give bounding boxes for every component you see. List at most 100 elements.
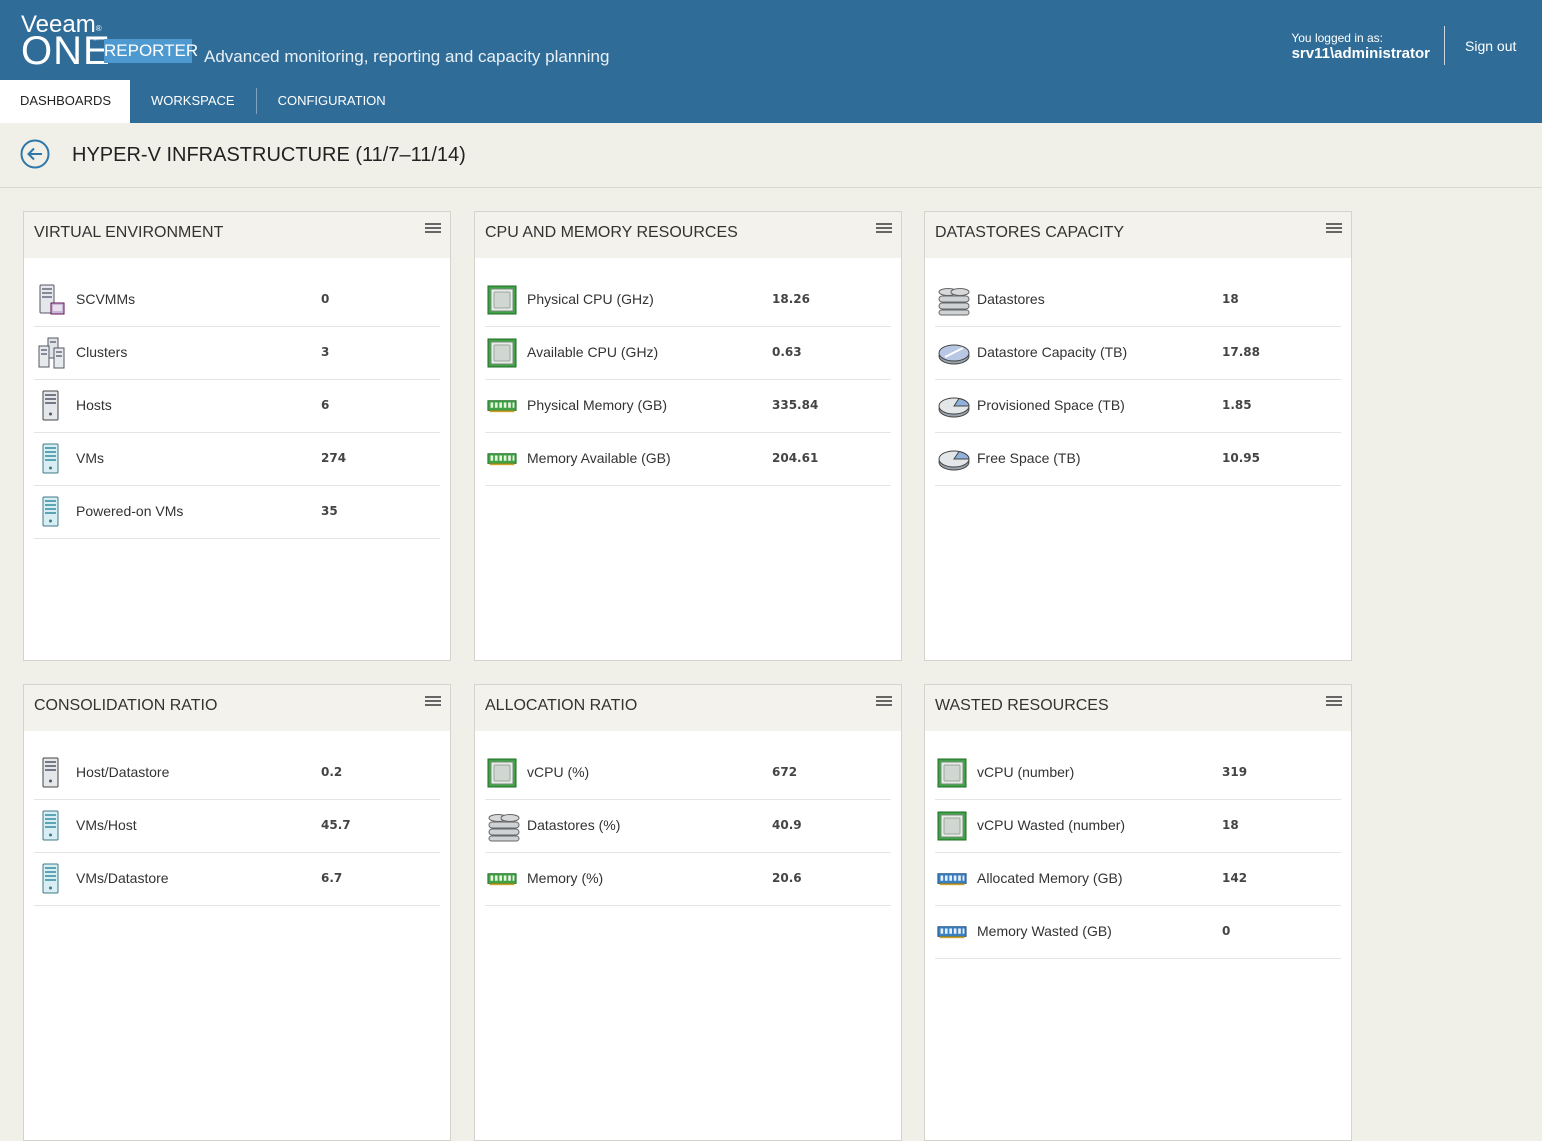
metric-row: Host/Datastore 0.2 [34,747,440,800]
metric-row: Physical CPU (GHz) 18.26 [485,274,891,327]
widget-title: VIRTUAL ENVIRONMENT [34,224,224,241]
widget-body: vCPU (%) 672 Datastores (%) 40.9 Memory (%) 2… [475,731,901,906]
datastores-capacity-widget: DATASTORES CAPACITY Datastores 18 Datastore… [924,211,1352,661]
widget-body: Host/Datastore 0.2 VMs/Host 45.7 VMs/Datasto… [24,731,450,906]
metric-value: 6.7 [321,871,343,885]
sign-out-link[interactable]: Sign out [1465,38,1517,54]
memory-blue-icon [937,916,967,948]
metric-row: Datastores 18 [935,274,1341,327]
widget-body: SCVMMs 0 Clusters 3 Hosts 6 VMs 274 Powered-on V… [24,258,450,539]
metric-label: Memory (%) [527,870,604,886]
cpu-icon [937,810,967,842]
metric-value: 6 [321,398,330,412]
hamburger-menu-icon[interactable] [876,221,892,237]
metric-label: Hosts [76,397,112,413]
hamburger-menu-icon[interactable] [1326,221,1342,237]
scvmm-icon [36,284,66,316]
metric-row: Hosts 6 [34,380,440,433]
tab-dashboards[interactable]: DASHBOARDS [0,80,131,123]
memory-icon [487,390,517,422]
metric-row: Provisioned Space (TB) 1.85 [935,380,1341,433]
hamburger-menu-icon[interactable] [425,694,441,710]
metric-row: Memory Available (GB) 204.61 [485,433,891,486]
metric-value: 10.95 [1222,451,1260,465]
widget-header: DATASTORES CAPACITY [925,212,1351,258]
metric-row: Memory Wasted (GB) 0 [935,906,1341,959]
disk-pie-icon [937,390,970,422]
metric-value: 0 [321,292,330,306]
cpu-icon [487,337,517,369]
metric-label: VMs/Host [76,817,137,833]
metric-value: 18.26 [772,292,810,306]
tab-workspace[interactable]: WORKSPACE [151,93,235,108]
wasted-resources-widget: WASTED RESOURCES vCPU (number) 319 vCPU Was… [924,684,1352,1141]
brand-veeam: Veeam® [21,11,102,38]
datastore-icon [487,810,520,842]
widget-header: CPU AND MEMORY RESOURCES [475,212,901,258]
metric-row: Physical Memory (GB) 335.84 [485,380,891,433]
metric-label: vCPU Wasted (number) [977,817,1126,833]
hamburger-menu-icon[interactable] [425,221,441,237]
metric-label: Memory Available (GB) [527,450,671,466]
cpu-memory-widget: CPU AND MEMORY RESOURCES Physical CPU (GH… [474,211,902,661]
metric-label: vCPU (number) [977,764,1075,780]
disk-pie-icon [937,443,970,475]
metric-label: VMs/Datastore [76,870,169,886]
disk-icon [937,337,970,369]
back-button[interactable] [20,139,50,169]
metric-row: Memory (%) 20.6 [485,853,891,906]
page-title: HYPER-V INFRASTRUCTURE (11/7–11/14) [72,144,466,166]
widget-header: CONSOLIDATION RATIO [24,685,450,731]
metric-value: 0.63 [772,345,802,359]
consolidation-ratio-widget: CONSOLIDATION RATIO Host/Datastore 0.2 VMs/… [23,684,451,1141]
page-title-bar: HYPER-V INFRASTRUCTURE (11/7–11/14) [0,123,1542,188]
metric-value: 335.84 [772,398,819,412]
metric-value: 672 [772,765,798,779]
tagline: Advanced monitoring, reporting and capac… [204,47,610,66]
widget-body: vCPU (number) 319 vCPU Wasted (number) 18 Al… [925,731,1351,959]
metric-value: 0.2 [321,765,343,779]
metric-value: 274 [321,451,347,465]
metric-value: 40.9 [772,818,802,832]
memory-icon [487,863,517,895]
metric-row: VMs 274 [34,433,440,486]
hamburger-menu-icon[interactable] [1326,694,1342,710]
tab-configuration[interactable]: CONFIGURATION [277,93,386,108]
metric-label: Datastore Capacity (TB) [977,344,1128,360]
metric-row: Free Space (TB) 10.95 [935,433,1341,486]
metric-value: 1.85 [1222,398,1252,412]
metric-label: Physical CPU (GHz) [527,291,654,307]
widget-title: DATASTORES CAPACITY [935,224,1125,241]
back-arrow-icon [20,139,50,169]
cpu-icon [487,757,517,789]
metric-label: VMs [76,450,104,466]
metric-label: Available CPU (GHz) [527,344,659,360]
metric-value: 20.6 [772,871,802,885]
metric-label: Provisioned Space (TB) [977,397,1125,413]
header-divider [1444,26,1445,65]
metric-value: 17.88 [1222,345,1260,359]
datastore-icon [937,284,970,316]
vm-icon [36,810,66,842]
logged-in-label: You logged in as: [1291,31,1383,45]
brand-one: ONE [21,29,111,73]
metric-label: Physical Memory (GB) [527,397,668,413]
brand-reporter-badge: REPORTER [104,39,198,63]
hamburger-menu-icon[interactable] [876,694,892,710]
cluster-icon [36,337,66,369]
metric-value: 0 [1222,924,1231,938]
metric-row: Allocated Memory (GB) 142 [935,853,1341,906]
metric-label: Datastores [977,291,1045,307]
virtual-environment-widget: VIRTUAL ENVIRONMENT SCVMMs 0 Clusters 3 Hosts… [23,211,451,661]
vm-icon [36,496,66,528]
cpu-icon [487,284,517,316]
widget-body: Datastores 18 Datastore Capacity (TB) 17.88… [925,258,1351,486]
metric-label: Allocated Memory (GB) [977,870,1123,886]
widget-title: WASTED RESOURCES [935,697,1109,714]
logged-in-user: srv11\administrator [1291,45,1430,62]
metric-row: vCPU Wasted (number) 18 [935,800,1341,853]
metric-value: 18 [1222,292,1239,306]
trademark-mark: ™ [92,37,100,46]
metric-label: Host/Datastore [76,764,170,780]
vm-icon [36,863,66,895]
